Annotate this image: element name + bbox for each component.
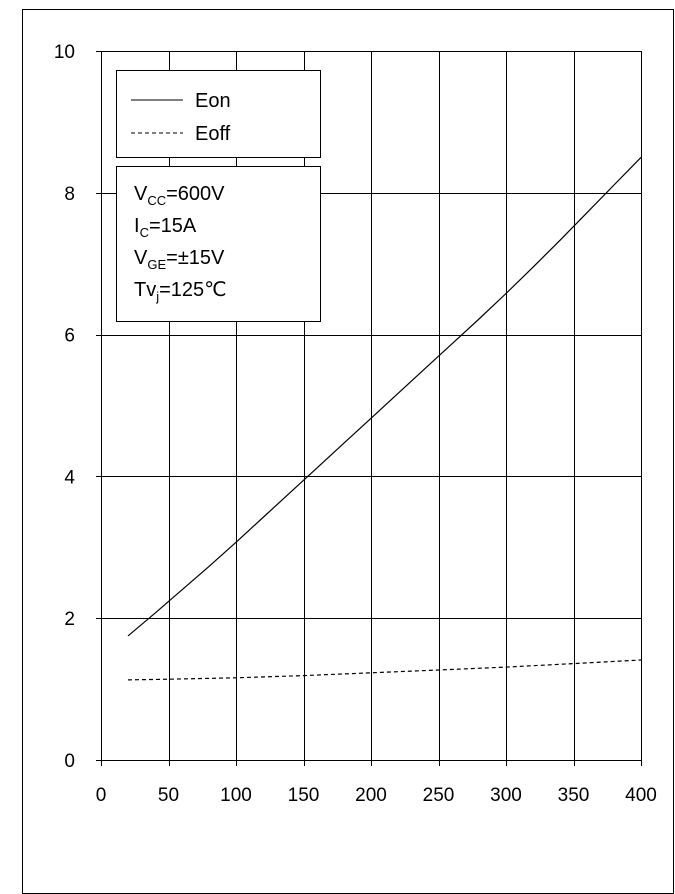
y-axis-tick-labels: 0 2 4 6 8 10 xyxy=(54,42,76,772)
legend-label-eoff: Eoff xyxy=(195,123,231,145)
legend-label-eon: Eon xyxy=(195,90,231,112)
condition-line-1: VCC=600V xyxy=(134,183,225,208)
y-tick-label-10: 10 xyxy=(54,42,75,63)
y-tick-label-2: 2 xyxy=(64,609,75,630)
x-tick-label-250: 250 xyxy=(423,785,455,806)
x-axis-tick-labels: 0 50 100 150 200 250 300 350 400 xyxy=(96,785,657,806)
y-tick-label-0: 0 xyxy=(64,751,75,772)
legend: Eon Eoff xyxy=(116,70,321,158)
x-tick-label-400: 400 xyxy=(625,785,657,806)
conditions-box: VCC=600V IC=15A VGE=±15V Tvj=125℃ xyxy=(116,166,321,322)
axes xyxy=(96,51,642,766)
conditions-lines: VCC=600V IC=15A VGE=±15V Tvj=125℃ xyxy=(134,183,227,304)
x-tick-label-50: 50 xyxy=(158,785,179,806)
x-tick-label-200: 200 xyxy=(355,785,387,806)
x-tick-label-350: 350 xyxy=(558,785,590,806)
y-tick-label-6: 6 xyxy=(64,326,75,347)
condition-line-2: IC=15A xyxy=(134,215,197,240)
condition-line-4: Tvj=125℃ xyxy=(134,279,227,304)
condition-line-3: VGE=±15V xyxy=(134,247,225,272)
series-line-eoff xyxy=(127,659,642,681)
conditions-box-frame xyxy=(116,166,321,322)
y-tick-label-4: 4 xyxy=(64,467,75,488)
x-tick-label-100: 100 xyxy=(220,785,252,806)
x-tick-label-0: 0 xyxy=(96,785,107,806)
legend-box xyxy=(116,70,321,158)
x-tick-label-300: 300 xyxy=(490,785,522,806)
x-tick-label-150: 150 xyxy=(288,785,320,806)
series-line-eon xyxy=(127,156,642,637)
series-lines xyxy=(127,156,642,681)
y-tick-label-8: 8 xyxy=(64,184,75,205)
